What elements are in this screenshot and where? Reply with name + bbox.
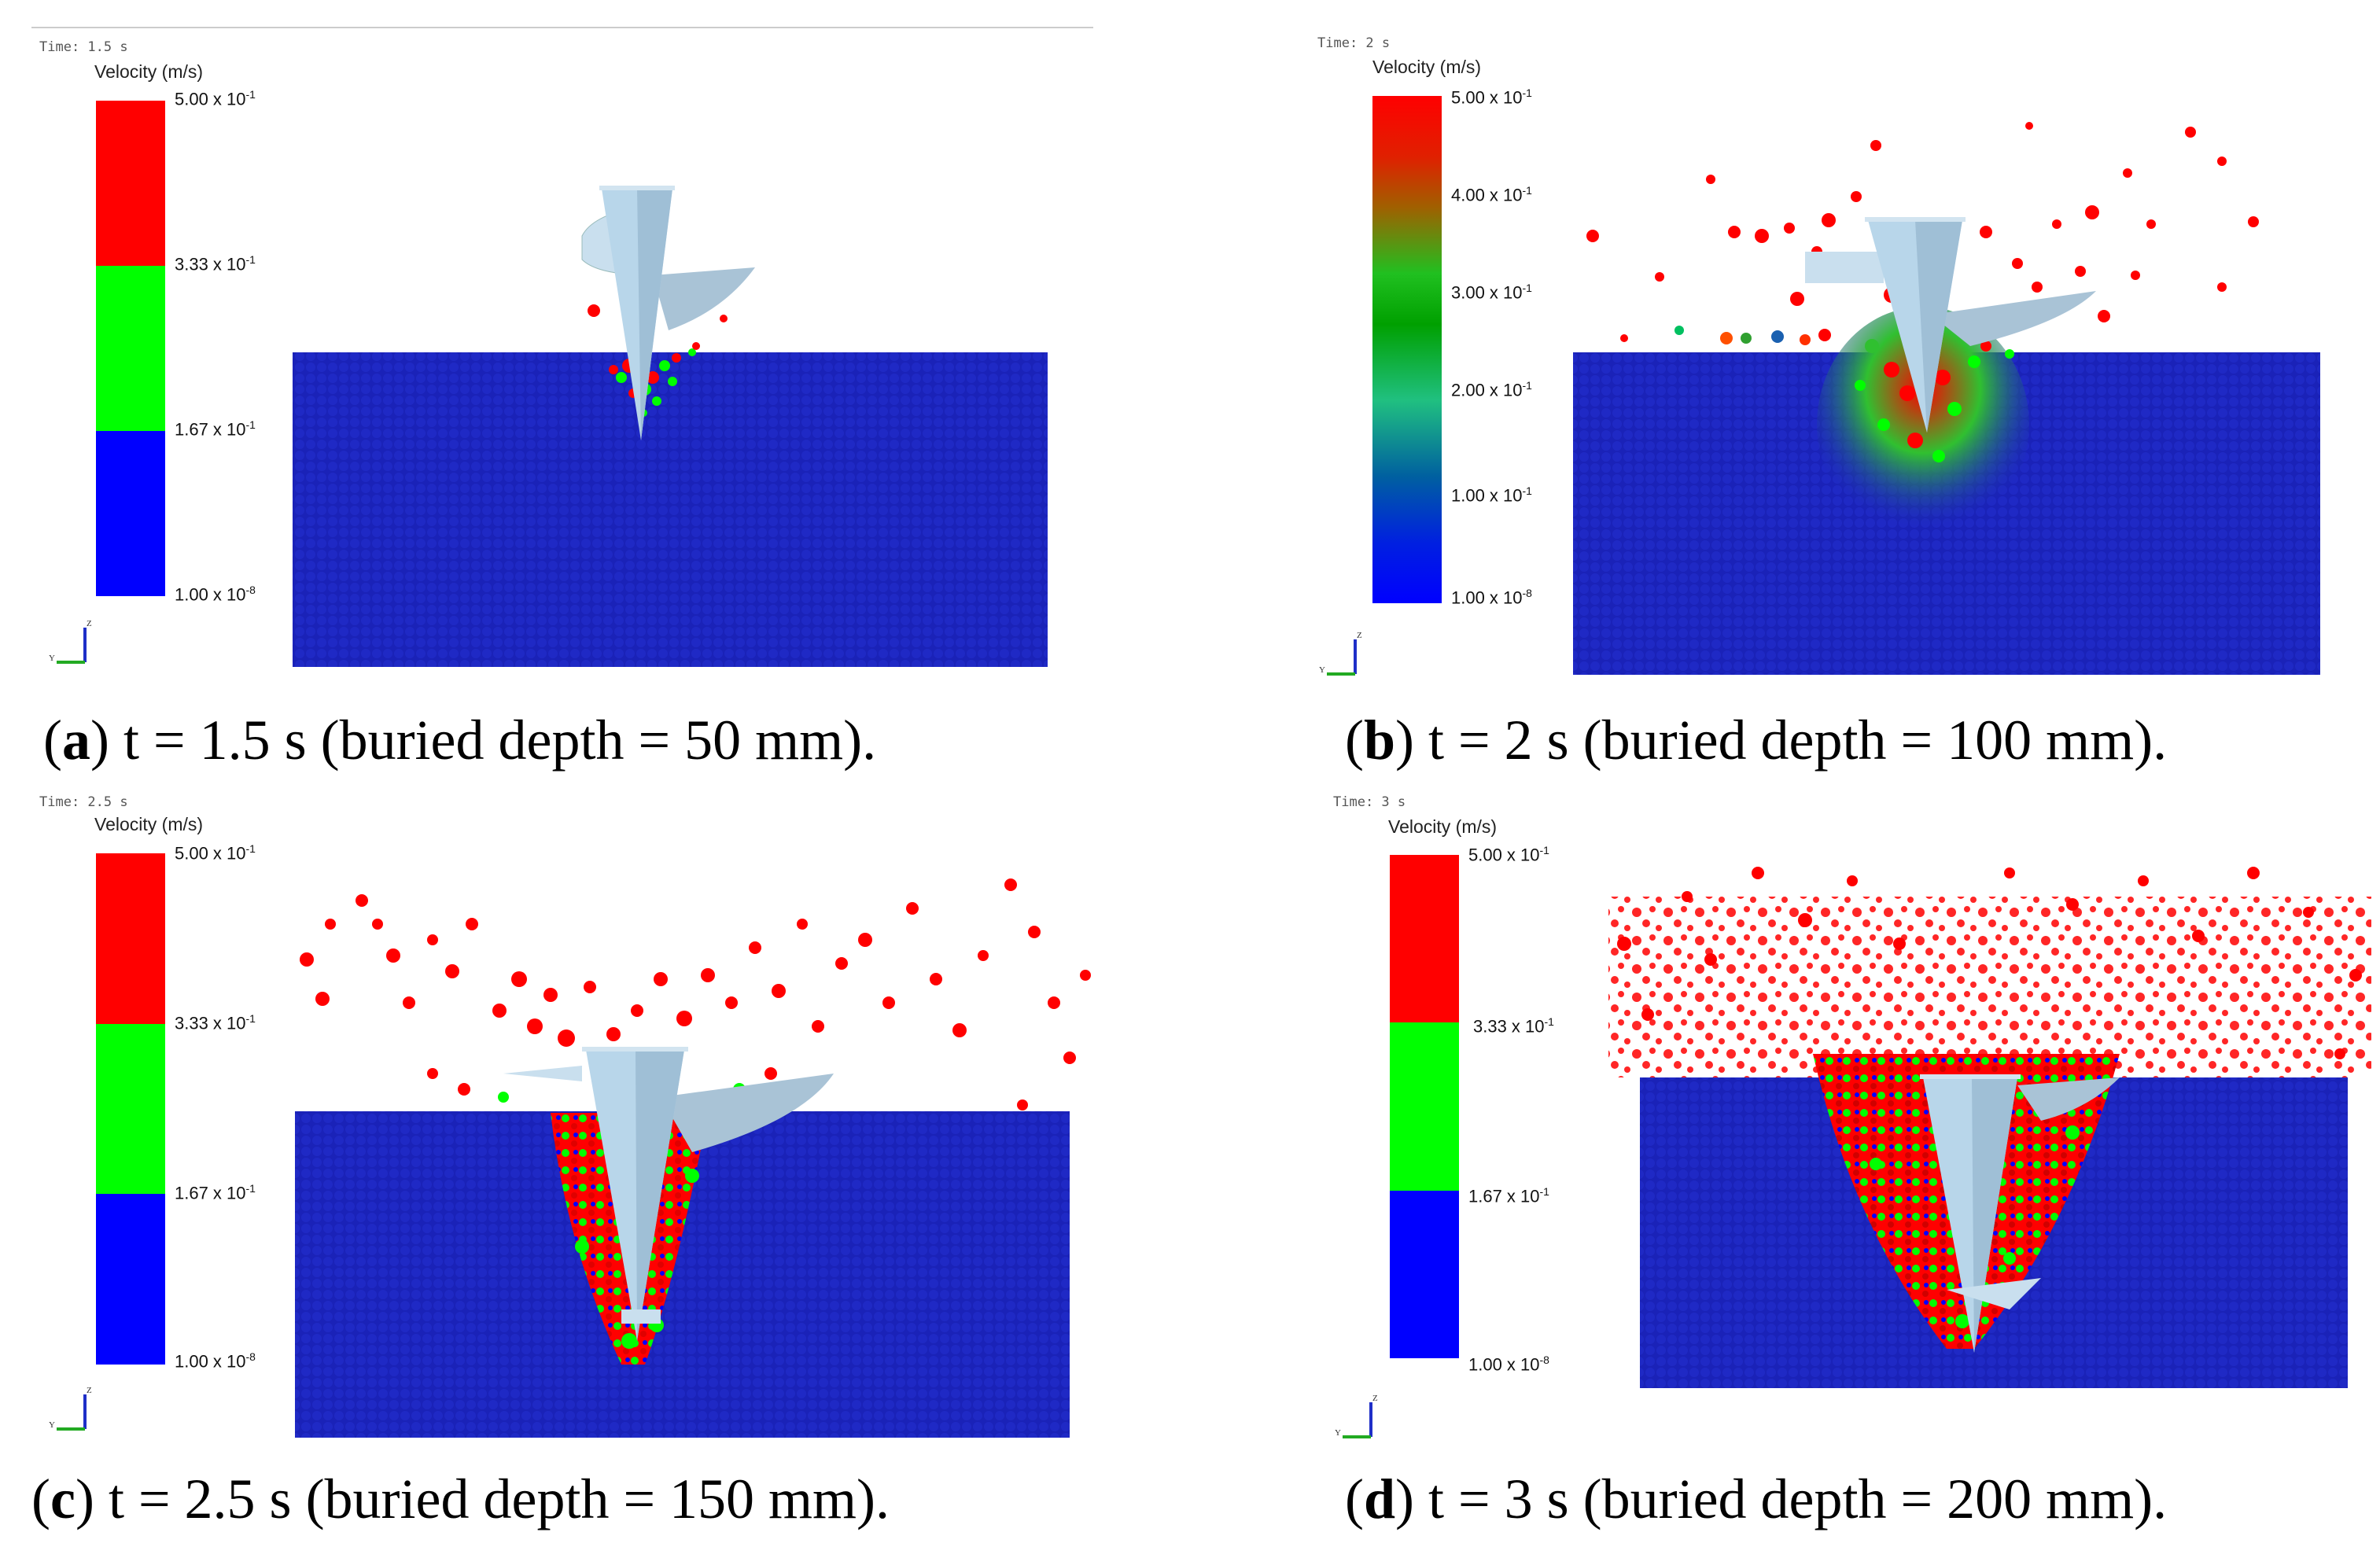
- caption-a: (a) t = 1.5 s (buried depth = 50 mm).: [43, 709, 877, 772]
- tick-label: 3.33 x 10-1: [1473, 1015, 1554, 1037]
- axis-triad-icon: Z Y: [49, 1386, 92, 1431]
- tick-label: 3.33 x 10-1: [175, 253, 256, 274]
- tick-label: 1.67 x 10-1: [175, 1182, 256, 1203]
- axis-y-label: Y: [1335, 1428, 1341, 1438]
- panel-c: Time: 2.5 s Velocity (m/s) 5.00 x 10-1 3…: [31, 790, 1211, 1545]
- tick-label: 5.00 x 10-1: [175, 842, 256, 864]
- tick-label: 4.00 x 10-1: [1451, 184, 1532, 205]
- panel-d: Time: 3 s Velocity (m/s) 5.00 x 10-1 3.3…: [1310, 790, 2380, 1545]
- axis-triad-icon: Z Y: [49, 619, 92, 664]
- auger-tool: [503, 1047, 834, 1341]
- tick-label: 2.00 x 10-1: [1451, 379, 1532, 400]
- auger-tool: [1805, 217, 2096, 433]
- auger-tool: [581, 186, 755, 440]
- disturbed-particles: [1586, 122, 2259, 462]
- tick-label: 5.00 x 10-1: [1451, 87, 1532, 108]
- tick-label: 1.67 x 10-1: [1468, 1185, 1549, 1206]
- caption-d: (d) t = 3 s (buried depth = 200 mm).: [1345, 1468, 2168, 1530]
- time-label: Time: 2 s: [1317, 35, 1391, 51]
- tick-label: 1.00 x 10-8: [1468, 1354, 1549, 1375]
- simulation-view: [295, 878, 1091, 1438]
- tick-label: 5.00 x 10-1: [1468, 844, 1549, 865]
- axis-z-label: Z: [87, 619, 92, 628]
- tick-label: 1.67 x 10-1: [175, 418, 256, 440]
- axis-triad-icon: Z Y: [1319, 631, 1362, 676]
- caption-c: (c) t = 2.5 s (buried depth = 150 mm).: [31, 1468, 890, 1530]
- tick-label: 1.00 x 10-8: [1451, 587, 1532, 608]
- caption-b: (b) t = 2 s (buried depth = 100 mm).: [1345, 709, 2168, 772]
- simulation-view: [1573, 122, 2320, 675]
- tick-label: 1.00 x 10-8: [175, 1350, 256, 1372]
- top-rule: [31, 27, 1093, 28]
- tick-label: 1.00 x 10-8: [175, 584, 256, 605]
- time-label: Time: 1.5 s: [39, 39, 128, 55]
- tick-label: 3.00 x 10-1: [1451, 282, 1532, 303]
- panel-a: Time: 1.5 s Velocity (m/s) 5.00 x 10-1 3…: [31, 31, 1211, 786]
- axis-y-label: Y: [49, 1420, 55, 1430]
- colorbar-title: Velocity (m/s): [1388, 816, 1498, 837]
- axis-y-label: Y: [1319, 665, 1325, 675]
- colorbar-title: Velocity (m/s): [1372, 57, 1482, 77]
- time-label: Time: 3 s: [1333, 794, 1406, 810]
- auger-tool: [1920, 1074, 2120, 1353]
- colorbar-discrete: [96, 853, 165, 1365]
- disturbed-particles: [1617, 867, 2362, 1328]
- colorbar-title: Velocity (m/s): [94, 61, 204, 82]
- colorbar-continuous: [1372, 96, 1442, 603]
- colorbar-title: Velocity (m/s): [94, 814, 204, 834]
- axis-z-label: Z: [87, 1386, 92, 1395]
- simulation-view: [1601, 849, 2380, 1388]
- axis-y-label: Y: [49, 654, 55, 663]
- axis-z-label: Z: [1357, 631, 1362, 640]
- tick-label: 5.00 x 10-1: [175, 88, 256, 109]
- tick-label: 3.33 x 10-1: [175, 1012, 256, 1033]
- panel-b: Time: 2 s Velocity (m/s) 5.00 x 10-1 4.0…: [1310, 31, 2380, 786]
- colorbar-discrete: [1390, 855, 1459, 1358]
- colorbar-discrete: [96, 101, 165, 596]
- simulation-view: [293, 186, 1048, 667]
- time-label: Time: 2.5 s: [39, 794, 128, 810]
- axis-triad-icon: Z Y: [1335, 1394, 1378, 1438]
- tick-label: 1.00 x 10-1: [1451, 484, 1532, 506]
- axis-z-label: Z: [1372, 1394, 1378, 1403]
- disturbed-particles: [300, 878, 1091, 1349]
